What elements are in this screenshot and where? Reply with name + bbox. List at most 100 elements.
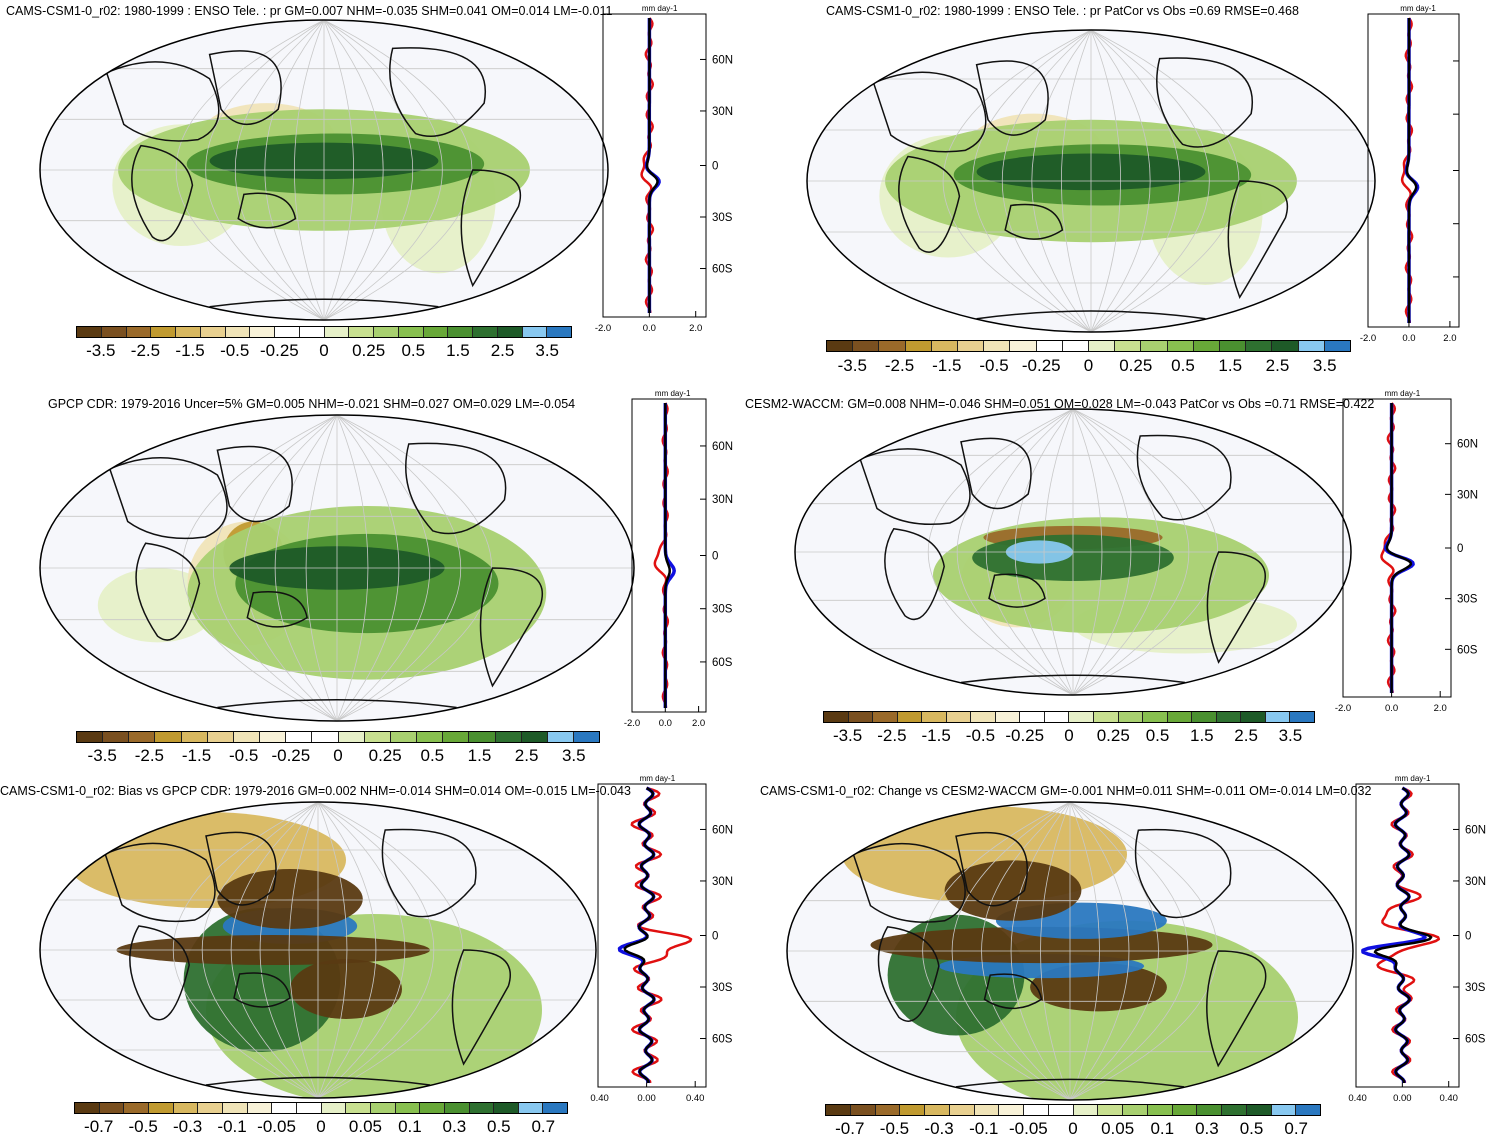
colorbar-swatch — [99, 1103, 125, 1113]
colorbar-label: 0 — [1068, 1119, 1078, 1138]
zonal-line-mean — [1405, 18, 1418, 323]
coastline — [983, 973, 1043, 1010]
colorbar-swatch — [1098, 1105, 1123, 1115]
colorbar-swatch — [494, 1103, 519, 1113]
colorbar-swatch — [1147, 1105, 1173, 1115]
colorbar-swatch — [1036, 341, 1063, 351]
colorbar-swatch — [1048, 1105, 1074, 1115]
panel-change-vs-cesm2: CAMS-CSM1-0_r02: Change vs CESM2-WACCM G… — [745, 770, 1493, 1138]
colorbar-label: 3.5 — [1278, 726, 1303, 745]
colorbar-swatch — [879, 341, 906, 351]
coastline — [108, 457, 228, 540]
coastline — [405, 442, 507, 535]
latitude-tick-label: 60N — [712, 54, 733, 66]
zonal-mean-plot: mm day-1 60N 30N 0 30S 60S -2.0 0.0 2.0 — [624, 389, 733, 729]
colorbar-label: 0.1 — [398, 1117, 422, 1136]
colorbar-swatch — [75, 1103, 100, 1113]
coastline — [381, 828, 477, 918]
colorbar-label: 1.5 — [467, 746, 492, 765]
colorbar-swatch — [1167, 341, 1194, 351]
colorbar-labels: -3.5 -2.5 -1.5 -0.5 -0.25 0 0.25 0.5 1.5 2.5 3.5 — [76, 746, 600, 768]
colorbar-label: -0.1 — [969, 1119, 999, 1138]
colorbar — [76, 326, 572, 338]
zonal-line-obs — [1383, 403, 1415, 693]
colorbar-label: 3.5 — [561, 746, 586, 765]
colorbar-label: 1.5 — [446, 341, 470, 360]
colorbar-label: -3.5 — [87, 746, 117, 765]
colorbar-swatch — [129, 732, 156, 742]
colorbar-swatch — [1143, 712, 1168, 722]
coastline — [1156, 57, 1253, 148]
colorbar-swatch — [1010, 341, 1037, 351]
latitude-tick-label: 60S — [1465, 1034, 1486, 1046]
colorbar-swatch — [207, 732, 234, 742]
latitude-tick-label: 60S — [712, 1034, 733, 1046]
colorbar-swatch — [225, 327, 251, 337]
colorbar-swatch — [473, 327, 498, 337]
precip-anomaly-region — [290, 959, 402, 1019]
panel-title: CAMS-CSM1-0_r02: Change vs CESM2-WACCM G… — [760, 784, 1372, 798]
latitude-tick-label: 30N — [712, 876, 733, 888]
colorbar-label: -1.5 — [921, 726, 951, 745]
colorbar-label: 0.05 — [348, 1117, 382, 1136]
colorbar-label: 0.5 — [1171, 356, 1195, 375]
world-map — [39, 414, 635, 722]
coastline — [1206, 551, 1266, 664]
latitude-tick-label: 60S — [712, 657, 733, 669]
latitude-tick-label: 0 — [712, 551, 718, 563]
colorbar-swatch — [181, 732, 208, 742]
latitude-tick-label: 0 — [712, 161, 718, 173]
colorbar-swatch — [522, 327, 548, 337]
colorbar-swatch — [1094, 712, 1119, 722]
zonal-line-obs — [1361, 786, 1427, 1083]
x-tick-label: 2.0 — [689, 323, 702, 334]
colorbar-labels: -3.5 -2.5 -1.5 -0.5 -0.25 0 0.25 0.5 1.5 2.5 3.5 — [823, 726, 1315, 748]
colorbar-label: -0.25 — [259, 341, 299, 360]
colorbar-swatch — [77, 732, 104, 742]
coastline — [1004, 203, 1064, 240]
colorbar-label: -0.5 — [879, 1119, 910, 1138]
colorbar-swatch — [296, 1103, 322, 1113]
colorbar-swatch — [1115, 341, 1142, 351]
latitude-tick-label: 0 — [1457, 543, 1463, 555]
colorbar-label: 0.25 — [368, 746, 402, 765]
latitude-tick-label: 30S — [712, 212, 733, 224]
colorbar-label: -0.5 — [220, 341, 250, 360]
precip-anomaly-region — [944, 860, 1082, 921]
x-tick-label: 0.00 — [637, 1093, 656, 1104]
coastline — [1136, 434, 1232, 521]
coastline — [1206, 950, 1267, 1068]
colorbar-swatch — [443, 732, 470, 742]
colorbar-swatch — [124, 1103, 149, 1113]
colorbar-label: -3.5 — [86, 341, 116, 360]
zonal-line-mean — [664, 403, 671, 708]
colorbar-swatch — [173, 1103, 199, 1113]
colorbar-labels: -0.7 -0.5 -0.3 -0.1 -0.05 0 0.05 0.1 0.3 0.5 0.7 — [74, 1117, 568, 1139]
coastline — [208, 50, 282, 125]
coastline — [988, 573, 1046, 608]
colorbar-label: 3.5 — [535, 341, 560, 360]
colorbar-swatch — [364, 732, 391, 742]
colorbar-swatch — [974, 1105, 1000, 1115]
zonal-line-model — [630, 786, 693, 1084]
colorbar-swatch — [573, 732, 600, 742]
colorbar — [825, 1104, 1321, 1116]
coastline — [960, 437, 1032, 510]
x-tick-label: 2.0 — [1434, 703, 1447, 714]
colorbar-swatch — [312, 732, 339, 742]
colorbar-swatch — [155, 732, 182, 742]
panel-cesm2-waccm: CESM2-WACCM: GM=0.008 NHM=-0.046 SHM=0.0… — [745, 385, 1493, 775]
zonal-unit-label: mm day-1 — [1400, 4, 1436, 13]
latitude-tick-label: 30S — [712, 982, 733, 994]
colorbar-swatch — [1167, 712, 1193, 722]
colorbar-label: -0.25 — [271, 746, 311, 765]
colorbar-swatch — [873, 712, 898, 722]
x-tick-label: -0.40 — [590, 1093, 609, 1104]
coastline — [975, 60, 1049, 136]
colorbar-swatch — [423, 327, 449, 337]
colorbar-label: 0.05 — [1101, 1119, 1135, 1138]
coastline — [877, 926, 940, 1022]
colorbar-swatch — [1246, 1105, 1272, 1115]
coastline — [205, 1076, 431, 1086]
colorbar-swatch — [826, 1105, 851, 1115]
